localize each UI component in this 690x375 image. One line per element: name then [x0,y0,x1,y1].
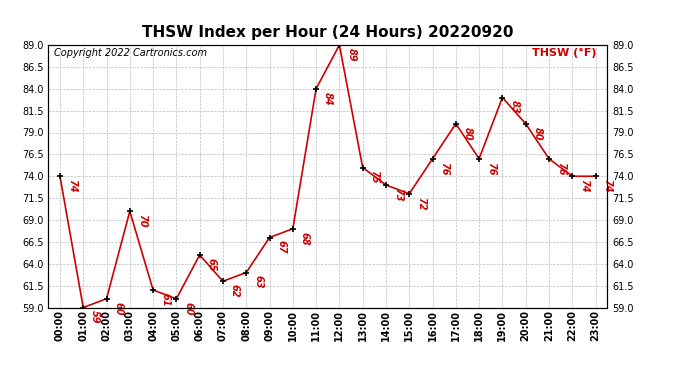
Text: 68: 68 [299,231,310,245]
Text: 72: 72 [416,196,426,210]
Text: 59: 59 [90,310,100,324]
Text: 76: 76 [486,162,496,175]
Text: 60: 60 [113,302,124,315]
Text: 80: 80 [463,126,473,140]
Text: 61: 61 [160,293,170,306]
Text: THSW (°F): THSW (°F) [531,48,596,58]
Text: 76: 76 [556,162,566,175]
Text: 84: 84 [323,92,333,105]
Text: 63: 63 [253,275,263,289]
Text: 70: 70 [137,214,147,228]
Text: 80: 80 [533,126,542,140]
Text: 60: 60 [184,302,193,315]
Text: 89: 89 [346,48,356,61]
Text: Copyright 2022 Cartronics.com: Copyright 2022 Cartronics.com [54,48,207,58]
Text: 73: 73 [393,188,403,201]
Text: 83: 83 [509,100,520,114]
Text: 62: 62 [230,284,240,297]
Text: 74: 74 [67,179,77,192]
Text: 65: 65 [206,258,217,271]
Text: 74: 74 [579,179,589,192]
Text: 75: 75 [370,170,380,184]
Text: 74: 74 [602,179,613,192]
Text: 67: 67 [277,240,286,254]
Text: 76: 76 [440,162,449,175]
Title: THSW Index per Hour (24 Hours) 20220920: THSW Index per Hour (24 Hours) 20220920 [142,25,513,40]
